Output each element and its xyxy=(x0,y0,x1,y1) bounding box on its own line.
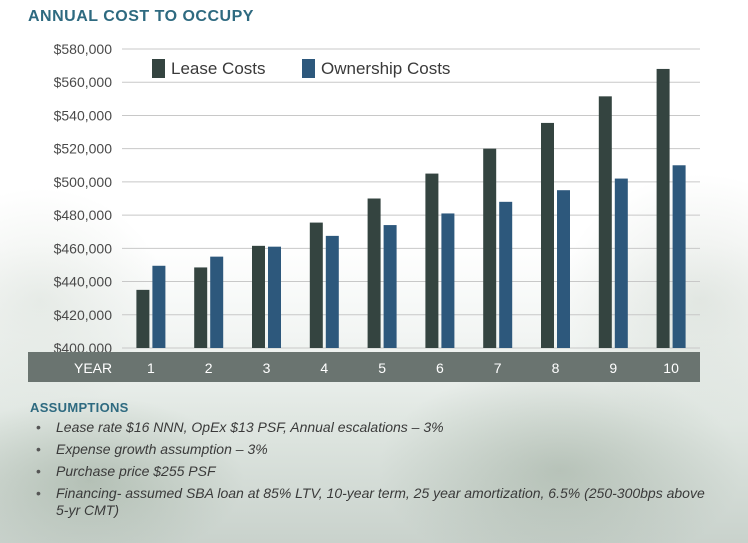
x-tick-label: 8 xyxy=(552,360,560,376)
bar-lease xyxy=(425,173,439,348)
assumption-item: • Lease rate $16 NNN, OpEx $13 PSF, Annua… xyxy=(28,419,718,436)
gridlines xyxy=(122,48,700,349)
bar-lease xyxy=(309,222,323,348)
x-tick-label: 10 xyxy=(663,360,679,376)
chart-title: ANNUAL COST TO OCCUPY xyxy=(28,8,254,25)
legend-swatch-lease xyxy=(152,59,165,78)
x-tick-label: 6 xyxy=(436,360,444,376)
y-tick-label: $580,000 xyxy=(54,41,113,57)
bar-ownership xyxy=(499,201,513,348)
assumption-text: Purchase price $255 PSF xyxy=(56,463,216,479)
x-tick-label: 1 xyxy=(147,360,155,376)
x-tick-label: 9 xyxy=(609,360,617,376)
bar-ownership xyxy=(383,225,397,348)
bar-ownership xyxy=(672,165,686,348)
y-tick-label: $540,000 xyxy=(54,107,113,123)
assumption-item: • Financing- assumed SBA loan at 85% LTV,… xyxy=(28,485,718,519)
bar-ownership xyxy=(325,235,339,348)
x-tick-label: 3 xyxy=(263,360,271,376)
assumption-text: Lease rate $16 NNN, OpEx $13 PSF, Annual… xyxy=(56,419,444,435)
y-tick-label: $560,000 xyxy=(54,74,113,90)
legend: Lease Costs Ownership Costs xyxy=(152,59,450,78)
bullet-icon: • xyxy=(36,419,41,435)
assumption-item: • Purchase price $255 PSF xyxy=(28,463,718,480)
x-axis-band xyxy=(28,352,700,382)
bar-lease xyxy=(252,245,265,348)
bar-ownership xyxy=(210,256,224,348)
assumption-text: Financing- assumed SBA loan at 85% LTV, … xyxy=(56,485,705,518)
y-tick-label: $460,000 xyxy=(54,240,113,256)
y-tick-label: $480,000 xyxy=(54,207,113,223)
bar-ownership xyxy=(557,190,570,348)
bar-lease xyxy=(136,289,150,348)
y-tick-label: $420,000 xyxy=(54,307,113,323)
bar-lease xyxy=(541,122,554,349)
legend-label: Lease Costs xyxy=(171,59,266,78)
x-tick-label: 2 xyxy=(205,360,213,376)
bar-lease xyxy=(194,267,208,348)
legend-swatch-ownership xyxy=(302,59,315,78)
bar-chart: $400,000$420,000$440,000$460,000$480,000… xyxy=(28,41,700,382)
x-tick-label: 5 xyxy=(378,360,386,376)
x-axis-categories: 1 2 3 4 5 6 7 8 9 10 YEAR xyxy=(74,360,679,376)
assumption-item: • Expense growth assumption – 3% xyxy=(28,441,718,458)
x-tick-label: 4 xyxy=(320,360,328,376)
bar-lease xyxy=(483,148,497,348)
y-tick-label: $520,000 xyxy=(54,141,113,157)
legend-label: Ownership Costs xyxy=(321,59,450,78)
y-tick-label: $440,000 xyxy=(54,274,113,290)
bar-lease xyxy=(598,96,612,348)
bar-lease xyxy=(656,68,670,348)
bar-lease xyxy=(367,198,381,348)
assumptions-list: • Lease rate $16 NNN, OpEx $13 PSF, Annua… xyxy=(28,414,718,524)
bullet-icon: • xyxy=(36,485,41,501)
bar-ownership xyxy=(614,178,628,348)
assumptions-heading: ASSUMPTIONS xyxy=(30,400,129,415)
y-axis-ticks: $400,000$420,000$440,000$460,000$480,000… xyxy=(54,41,113,356)
bar-ownership xyxy=(441,213,455,348)
assumption-text: Expense growth assumption – 3% xyxy=(56,441,268,457)
x-tick-label: 7 xyxy=(494,360,502,376)
bar-ownership xyxy=(268,246,281,348)
bullet-icon: • xyxy=(36,441,41,457)
y-tick-label: $500,000 xyxy=(54,174,113,190)
bar-ownership xyxy=(152,265,166,348)
x-axis-label: YEAR xyxy=(74,360,112,376)
bars xyxy=(136,68,686,349)
bullet-icon: • xyxy=(36,463,41,479)
